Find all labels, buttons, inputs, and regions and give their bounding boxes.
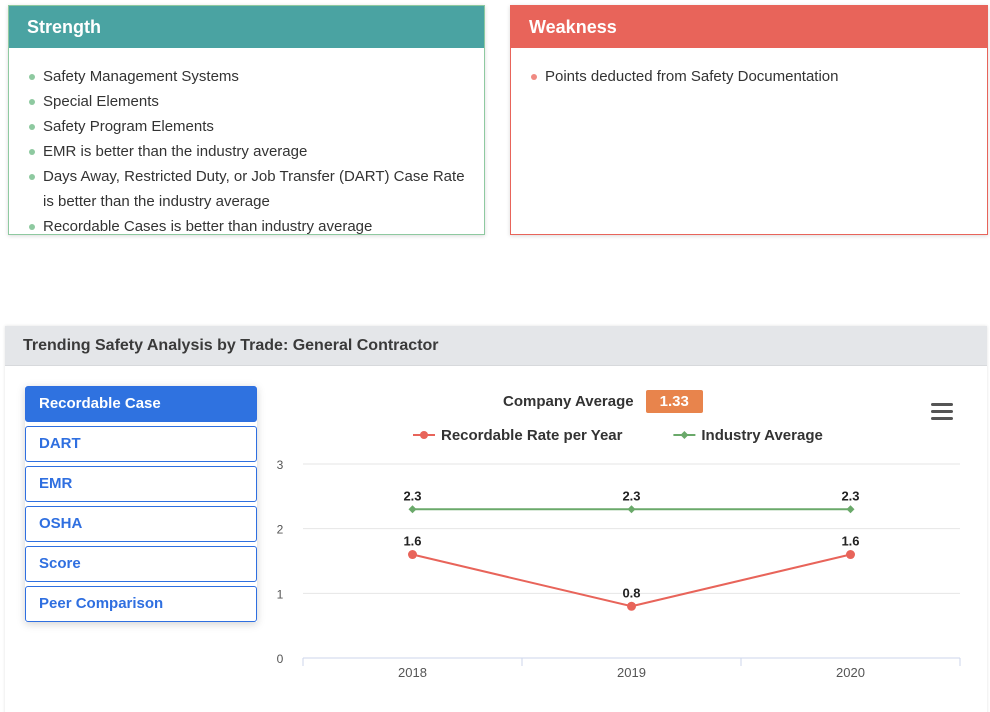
weakness-title: Weakness <box>511 6 987 48</box>
tab-dart[interactable]: DART <box>25 426 257 462</box>
data-point <box>627 601 636 611</box>
company-average: Company Average 1.33 <box>503 390 703 413</box>
data-point <box>846 505 855 514</box>
data-label: 2.3 <box>622 488 640 503</box>
data-label: 1.6 <box>841 534 859 549</box>
y-tick-label: 1 <box>277 587 284 601</box>
line-chart: Recordable Rate per Year Industry Average… <box>277 427 961 680</box>
strength-item: Days Away, Restricted Duty, or Job Trans… <box>29 164 466 214</box>
data-label: 0.8 <box>622 585 640 600</box>
tab-osha[interactable]: OSHA <box>25 506 257 542</box>
legend-marker <box>680 431 689 439</box>
legend-label: Recordable Rate per Year <box>441 427 623 444</box>
strength-list: Safety Management Systems Special Elemen… <box>29 64 466 234</box>
data-label: 2.3 <box>841 488 859 503</box>
data-label: 2.3 <box>403 488 421 503</box>
strength-item: Recordable Cases is better than industry… <box>29 214 466 234</box>
x-tick-label: 2019 <box>617 665 646 680</box>
strength-card: Strength Safety Management Systems Speci… <box>8 5 485 235</box>
tab-score[interactable]: Score <box>25 546 257 582</box>
tab-recordable-case[interactable]: Recordable Case <box>25 386 257 422</box>
company-average-label: Company Average <box>503 393 634 410</box>
strength-title: Strength <box>9 6 484 48</box>
weakness-item: Points deducted from Safety Documentatio… <box>531 64 969 89</box>
data-point <box>846 550 855 560</box>
hamburger-menu-icon[interactable] <box>931 403 953 421</box>
legend-label: Industry Average <box>701 427 822 444</box>
y-tick-label: 2 <box>277 523 284 537</box>
trend-panel: Trending Safety Analysis by Trade: Gener… <box>5 326 987 712</box>
y-tick-label: 0 <box>277 652 284 666</box>
tab-emr[interactable]: EMR <box>25 466 257 502</box>
trend-chart: Company Average 1.33 Recordable Rate per… <box>263 366 987 712</box>
data-point <box>408 550 417 560</box>
metric-tabs: Recordable Case DART EMR OSHA Score Peer… <box>25 386 257 622</box>
x-tick-label: 2018 <box>398 665 427 680</box>
strength-item: Special Elements <box>29 89 466 114</box>
trend-title: Trending Safety Analysis by Trade: Gener… <box>5 326 987 366</box>
company-average-badge: 1.33 <box>645 390 703 413</box>
strength-item: Safety Management Systems <box>29 64 466 89</box>
tab-peer-comparison[interactable]: Peer Comparison <box>25 586 257 622</box>
legend-marker <box>420 431 428 439</box>
y-tick-label: 3 <box>277 458 284 472</box>
data-point <box>408 505 417 514</box>
weakness-list: Points deducted from Safety Documentatio… <box>531 64 969 89</box>
strength-item: EMR is better than the industry average <box>29 139 466 164</box>
data-label: 1.6 <box>403 534 421 549</box>
data-point <box>627 505 636 514</box>
weakness-card: Weakness Points deducted from Safety Doc… <box>510 5 988 235</box>
strength-item: Safety Program Elements <box>29 114 466 139</box>
x-tick-label: 2020 <box>836 665 865 680</box>
